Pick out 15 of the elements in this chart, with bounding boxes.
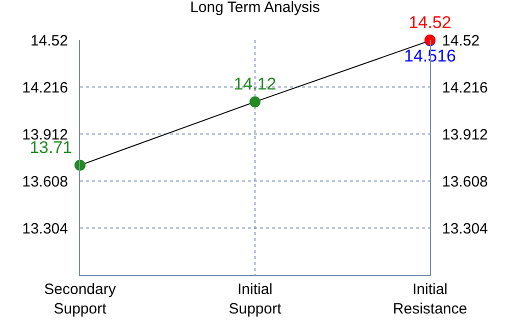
y-tick-label: 14.216 [22,79,68,96]
y-tick-label: 14.52 [30,32,68,50]
x-tick-label: Initial Support [228,281,282,318]
y-tick-label: 13.304 [22,220,68,238]
y2-tick-label: 14.216 [442,79,488,96]
chart-title: Long Term Analysis [190,0,320,16]
data-label: 14.12 [234,74,276,94]
y2-tick-label: 13.304 [442,220,488,238]
x-tick-label: Initial Resistance [392,281,468,318]
point [250,96,260,108]
y-tick-label: 13.608 [22,173,68,190]
y2-tick-label: 13.608 [442,173,488,190]
x-tick-label: Secondary Support [44,281,116,318]
y2-tick-label: 13.912 [442,126,488,144]
data-label: 14.52 [408,12,452,32]
